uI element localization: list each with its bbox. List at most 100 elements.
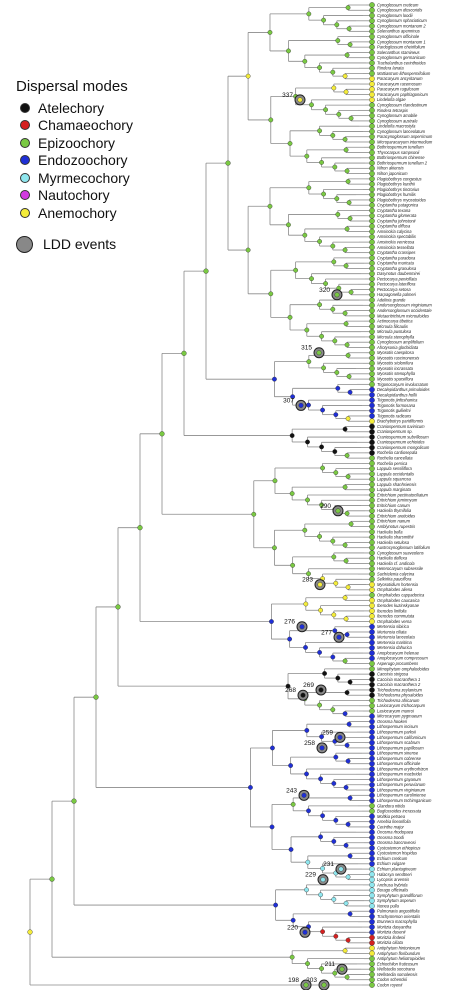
tip-marker — [369, 149, 375, 156]
tip-marker — [369, 866, 375, 872]
ancestral-node — [343, 842, 349, 848]
tip-marker — [369, 444, 375, 451]
ancestral-node — [317, 65, 322, 70]
tip-marker — [369, 724, 375, 730]
ancestral-node — [333, 412, 339, 418]
tip-label: Lappula sessiliflora — [377, 466, 413, 471]
ancestral-node — [330, 306, 336, 312]
tip-marker — [369, 813, 375, 820]
tip-label: Echiochilon fruticosum — [377, 961, 419, 966]
tip-label: Iberodes linifolia — [377, 608, 407, 613]
tip-marker — [369, 655, 375, 662]
ancestral-node — [293, 267, 299, 273]
tip-label: Anoplocaryum helenae — [376, 650, 420, 655]
tip-label: Nonea pulla — [377, 903, 400, 908]
tip-label: Moritzia ciliata — [377, 940, 404, 945]
tip-label: Plagiobothrys congestus — [377, 176, 422, 181]
backbone-node — [49, 876, 55, 882]
tip-label: Pulmonaria angustifolia — [377, 909, 420, 914]
ancestral-node — [331, 612, 337, 618]
backbone-node — [181, 350, 187, 356]
ancestral-node — [317, 239, 322, 244]
tip-marker — [369, 44, 375, 50]
tip-label: Iberodes commutata — [377, 614, 415, 619]
tip-label: Myosotidium hortensia — [377, 582, 419, 587]
ancestral-node — [321, 191, 326, 197]
tip-label: Eritrichium pectinatociliatum — [377, 492, 429, 497]
ancestral-node — [347, 679, 353, 685]
tip-label: Symphytum grandiflorum — [377, 893, 423, 898]
ancestral-node — [305, 497, 310, 503]
tip-marker — [369, 102, 375, 108]
tip-label: Lappula occidentalis — [377, 471, 414, 476]
tip-marker — [369, 650, 375, 656]
tip-marker — [369, 86, 375, 93]
ancestral-node — [269, 824, 275, 830]
tip-label: Craniospermum echioides — [377, 440, 425, 445]
tip-marker — [369, 428, 375, 435]
tip-label: Cryptantha crassipes — [377, 250, 415, 255]
tip-marker — [369, 418, 375, 425]
tip-marker — [369, 402, 375, 409]
tip-marker — [369, 54, 375, 61]
tip-label: Omphalodes caucasica — [377, 598, 420, 603]
tip-label: Cynoglossum germanicum — [377, 55, 426, 60]
ancestral-node — [285, 683, 291, 689]
tip-label: Moltkia petraea — [377, 814, 406, 819]
tip-marker — [369, 244, 375, 251]
tip-label: Pectocarya setosa — [377, 287, 411, 292]
tip-label: Rochelia persica — [377, 461, 408, 466]
ancestral-node — [333, 470, 339, 476]
tip-label: Borago officinalis — [377, 888, 408, 893]
tip-marker — [369, 23, 375, 29]
tip-label: Thyrocarpus sampsonii — [377, 150, 419, 155]
tip-marker — [369, 349, 375, 356]
legend-swatch-nautochory — [20, 190, 30, 201]
tip-marker — [369, 49, 375, 56]
tip-label: Lithospermum parksii — [377, 729, 416, 734]
tip-marker — [369, 2, 375, 8]
tip-label: Caccinia macranthera 1 — [377, 677, 420, 682]
tip-marker — [369, 60, 375, 66]
tip-marker — [369, 33, 375, 40]
tip-label: Microula pustulosa — [377, 329, 412, 334]
tip-label: Paracaryum paphlagonicum — [377, 92, 429, 97]
tip-marker — [369, 465, 375, 472]
tip-label: Amsinckia calycina — [376, 229, 412, 234]
tip-label: Lithospermum papillosum — [377, 745, 424, 750]
tip-label: Mertensia maritima — [377, 640, 413, 645]
tip-marker — [369, 908, 375, 915]
tip-label: Lithospermum tschimganicum — [377, 798, 432, 803]
tip-label: Trigonotis radicans — [377, 413, 411, 418]
ancestral-node — [343, 321, 349, 327]
ancestral-node — [306, 11, 312, 17]
tip-marker — [369, 750, 375, 756]
tip-marker — [369, 508, 375, 514]
ancestral-node — [287, 141, 293, 146]
tip-marker — [369, 218, 375, 224]
tip-marker — [369, 755, 375, 762]
tip-marker — [369, 623, 375, 630]
ancestral-node — [335, 38, 341, 43]
backbone-node — [137, 525, 143, 531]
ancestral-node — [345, 937, 351, 943]
tip-label: Lithospermum cobrense — [377, 756, 422, 761]
ancestral-node — [320, 866, 325, 871]
tip-label: Adelinia grande — [376, 297, 406, 302]
ancestral-node — [330, 707, 336, 713]
tip-marker — [369, 808, 375, 814]
tip-marker — [369, 7, 375, 14]
legend-swatch-myrmecochory — [20, 172, 30, 183]
tip-marker — [369, 197, 375, 203]
ancestral-node — [331, 839, 337, 844]
tip-label: Pectocarya penicillata — [377, 276, 418, 281]
ancestral-node — [290, 394, 296, 400]
ancestral-node — [306, 359, 312, 365]
ancestral-node — [342, 484, 348, 490]
tip-label: Nihon japonicum — [377, 171, 408, 176]
ancestral-node — [317, 650, 322, 655]
ancestral-node — [289, 491, 295, 496]
ancestral-node — [318, 834, 323, 840]
ancestral-node — [343, 558, 349, 564]
tip-label: Hackelia sharsmithii — [377, 535, 413, 540]
